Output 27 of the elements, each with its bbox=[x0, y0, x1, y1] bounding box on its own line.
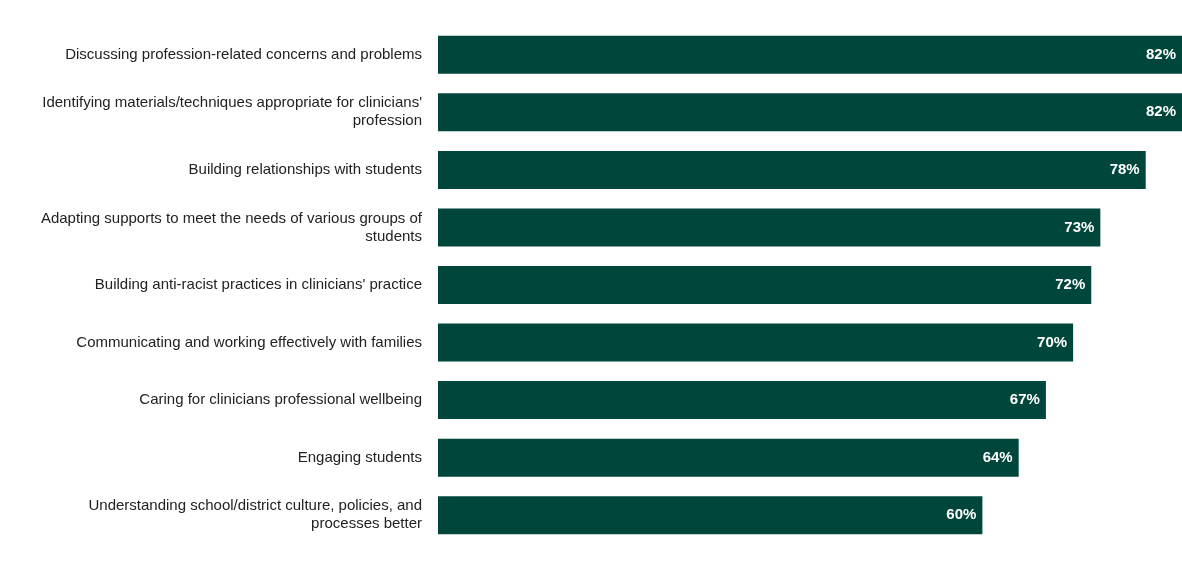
bar bbox=[438, 208, 1101, 247]
y-tick-label: Building anti-racist practices in clinicians' practice bbox=[94, 275, 422, 293]
bar bbox=[438, 93, 1182, 132]
data-label: 64% bbox=[982, 447, 1013, 465]
bar bbox=[438, 496, 983, 535]
y-tick-label: Identifying materials/techniques appropriate for clinicians' profession bbox=[42, 93, 423, 129]
data-label: 82% bbox=[1145, 102, 1176, 120]
data-label: 67% bbox=[1009, 390, 1040, 408]
y-tick-label: Engaging students bbox=[297, 447, 422, 465]
y-tick-label: Caring for clinicians professional wellbeing bbox=[139, 390, 422, 408]
bar bbox=[438, 35, 1182, 74]
data-label: 70% bbox=[1037, 332, 1068, 350]
y-tick-label: Adapting supports to meet the needs of various groups of students bbox=[40, 208, 423, 244]
bar bbox=[438, 381, 1046, 420]
data-label: 73% bbox=[1064, 217, 1095, 235]
bar bbox=[438, 323, 1074, 362]
data-label: 72% bbox=[1055, 275, 1086, 293]
y-tick-label: Building relationships with students bbox=[188, 160, 422, 178]
y-tick-label: Discussing profession-related concerns and problems bbox=[65, 44, 422, 62]
bar bbox=[438, 150, 1146, 189]
y-tick-label: Understanding school/district culture, policies, and processes better bbox=[88, 496, 422, 532]
y-tick-label: Communicating and working effectively with families bbox=[76, 332, 422, 350]
bar bbox=[438, 438, 1019, 477]
bar bbox=[438, 266, 1092, 304]
data-label: 60% bbox=[946, 505, 977, 523]
data-label: 82% bbox=[1145, 44, 1176, 62]
data-label: 78% bbox=[1109, 160, 1140, 178]
